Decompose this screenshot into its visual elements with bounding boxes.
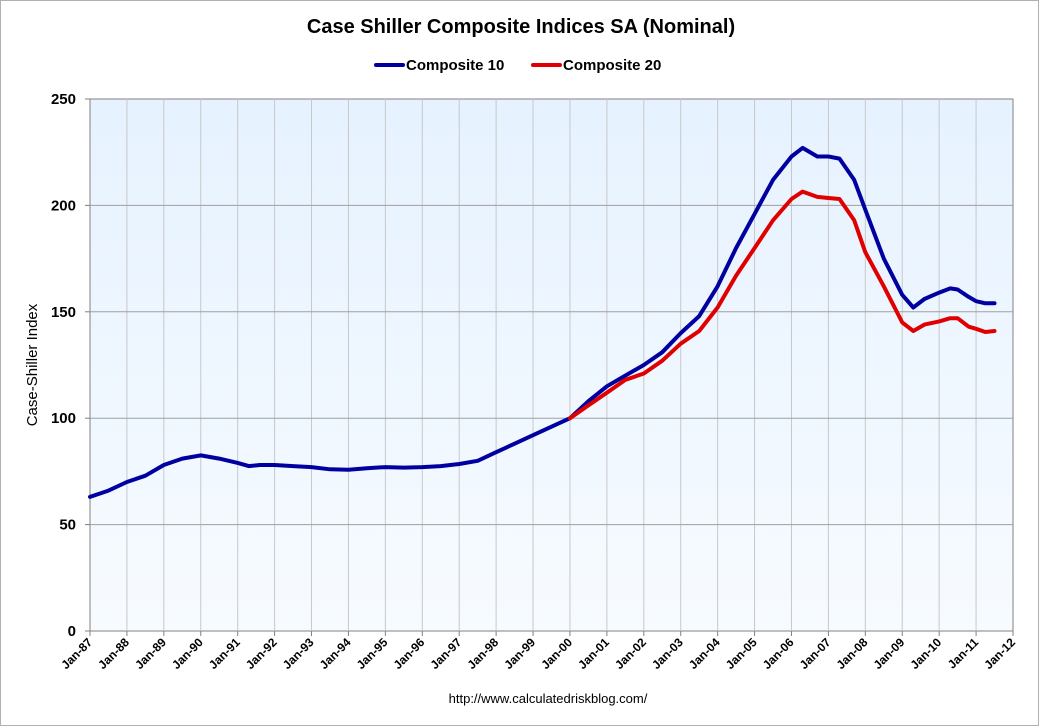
y-axis-ticks: 0 50 100 150 200 250 bbox=[51, 91, 90, 640]
x-tick-label: Jan-07 bbox=[797, 635, 834, 672]
x-tick-label: Jan-96 bbox=[391, 635, 428, 672]
x-tick-label: Jan-90 bbox=[169, 635, 206, 672]
series-line-composite-10 bbox=[88, 145, 997, 499]
y-tick-label: 100 bbox=[51, 410, 76, 427]
x-tick-label: Jan-95 bbox=[354, 635, 391, 672]
x-tick-label: Jan-09 bbox=[871, 635, 908, 672]
x-tick-label: Jan-98 bbox=[464, 635, 501, 672]
x-tick-label: Jan-04 bbox=[686, 635, 723, 672]
x-tick-label: Jan-01 bbox=[575, 635, 612, 672]
x-tick-label: Jan-92 bbox=[243, 635, 280, 672]
source-credit: http://www.calculatedriskblog.com/ bbox=[449, 691, 648, 706]
x-tick-label: Jan-91 bbox=[206, 635, 243, 672]
x-tick-label: Jan-05 bbox=[723, 635, 760, 672]
x-tick-label: Jan-99 bbox=[501, 635, 538, 672]
x-tick-label: Jan-06 bbox=[760, 635, 797, 672]
y-tick-label: 150 bbox=[51, 304, 76, 321]
x-tick-label: Jan-00 bbox=[538, 635, 575, 672]
x-axis-ticks: Jan-87 Jan-88 Jan-89 Jan-90 Jan-91 Jan-92 Jan-… bbox=[58, 631, 1018, 672]
y-axis-label: Case-Shiller Index bbox=[24, 303, 41, 426]
grid bbox=[90, 99, 1013, 631]
x-tick-label: Jan-02 bbox=[612, 635, 649, 672]
legend-label: Composite 20 bbox=[563, 57, 661, 74]
x-tick-label: Jan-08 bbox=[834, 635, 871, 672]
x-tick-label: Jan-12 bbox=[981, 635, 1018, 672]
plot-area bbox=[89, 98, 1014, 632]
y-tick-label: 250 bbox=[51, 91, 76, 108]
legend: Composite 10 Composite 20 bbox=[374, 57, 661, 74]
x-tick-label: Jan-10 bbox=[907, 635, 944, 672]
x-tick-label: Jan-11 bbox=[945, 635, 982, 672]
x-tick-label: Jan-97 bbox=[428, 635, 465, 672]
x-tick-label: Jan-87 bbox=[58, 635, 95, 672]
y-tick-label: 50 bbox=[59, 517, 76, 534]
legend-label: Composite 10 bbox=[406, 57, 504, 74]
x-tick-label: Jan-03 bbox=[649, 635, 686, 672]
x-tick-label: Jan-94 bbox=[317, 635, 354, 672]
y-tick-label: 0 bbox=[68, 623, 76, 640]
y-tick-label: 200 bbox=[51, 197, 76, 214]
x-tick-label: Jan-89 bbox=[132, 635, 169, 672]
series-line-composite-20 bbox=[568, 189, 997, 421]
chart-title: Case Shiller Composite Indices SA (Nomin… bbox=[307, 16, 735, 38]
x-tick-label: Jan-88 bbox=[95, 635, 132, 672]
series-lines bbox=[88, 145, 997, 499]
x-tick-label: Jan-93 bbox=[280, 635, 317, 672]
